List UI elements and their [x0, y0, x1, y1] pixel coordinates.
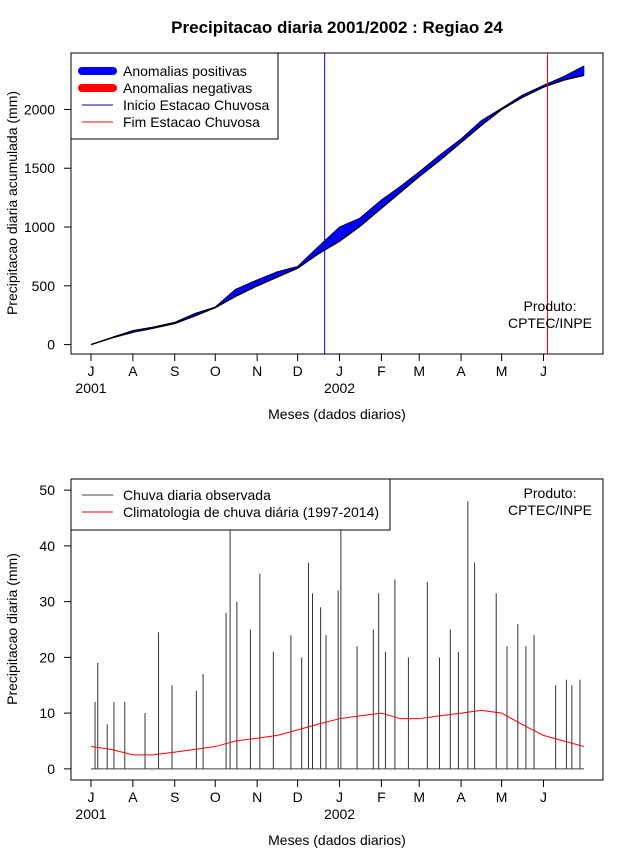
- x-tick-label: M: [496, 789, 508, 805]
- y-tick-label: 10: [39, 705, 55, 721]
- x-tick-label: O: [210, 789, 221, 805]
- legend-label-end: Fim Estacao Chuvosa: [123, 114, 260, 130]
- x-tick-label: J: [540, 789, 547, 805]
- bottom-x-label: Meses (dados diarios): [268, 832, 406, 848]
- top-annotation-line-2: CPTEC/INPE: [508, 315, 592, 331]
- x-tick-label: F: [377, 789, 386, 805]
- bottom-observed-bars: [91, 501, 584, 770]
- x-tick-label: S: [170, 789, 179, 805]
- legend-label-negative: Anomalias negativas: [123, 80, 252, 96]
- x-tick-label: A: [128, 363, 138, 379]
- top-series-lines: [90, 65, 585, 346]
- top-chart: Precipitacao diaria 2001/2002 : Regiao 2…: [4, 18, 604, 422]
- x-tick-label: A: [128, 789, 138, 805]
- y-tick-label: 500: [32, 278, 56, 294]
- bottom-annotation-line-1: Produto:: [524, 485, 577, 501]
- x-tick-label: M: [496, 363, 508, 379]
- top-plot-frame: [70, 52, 604, 355]
- climatology-daily-line: [90, 709, 585, 756]
- anomaly-band: [582, 65, 585, 77]
- bottom-climatology-line: [90, 709, 585, 756]
- x-tick-label: J: [336, 363, 343, 379]
- top-annotation-line-1: Produto:: [524, 298, 577, 314]
- x-tick-label: F: [377, 363, 386, 379]
- x-year-label: 2002: [324, 806, 355, 822]
- x-year-label: 2002: [324, 380, 355, 396]
- x-tick-label: S: [170, 363, 179, 379]
- x-tick-label: D: [293, 789, 303, 805]
- bottom-y-axis: 0 10 20 30 40 50: [39, 482, 71, 777]
- x-tick-label: J: [540, 363, 547, 379]
- y-tick-label: 1000: [24, 219, 55, 235]
- top-x-label: Meses (dados diarios): [268, 406, 406, 422]
- top-y-label: Precipitacao diaria acumulada (mm): [4, 91, 20, 315]
- x-year-label: 2001: [75, 806, 106, 822]
- y-tick-label: 50: [39, 482, 55, 498]
- x-tick-label: O: [210, 363, 221, 379]
- x-tick-label: N: [252, 789, 262, 805]
- top-y-axis: 0 500 1000 1500 2000: [24, 101, 71, 353]
- x-year-label: 2001: [75, 380, 106, 396]
- climatology-cumulative-line: [90, 74, 585, 346]
- bottom-annotation-line-2: CPTEC/INPE: [508, 502, 592, 518]
- x-tick-label: N: [252, 363, 262, 379]
- x-tick-label: J: [88, 363, 95, 379]
- top-legend: Anomalias positivas Anomalias negativas …: [70, 52, 279, 140]
- bottom-y-label: Precipitacao diaria (mm): [4, 553, 20, 705]
- legend-label-start: Inicio Estacao Chuvosa: [123, 97, 270, 113]
- top-chart-title: Precipitacao diaria 2001/2002 : Regiao 2…: [171, 18, 503, 37]
- x-tick-label: A: [456, 363, 466, 379]
- y-tick-label: 40: [39, 538, 55, 554]
- x-tick-label: J: [336, 789, 343, 805]
- bottom-legend: Chuva diaria observada Climatologia de c…: [70, 478, 391, 531]
- observed-cumulative-line: [90, 65, 585, 345]
- top-season-lines: [324, 53, 549, 354]
- legend-label-observed: Chuva diaria observada: [123, 487, 271, 503]
- x-tick-label: D: [293, 363, 303, 379]
- legend-label-climatology: Climatologia de chuva diária (1997-2014): [123, 504, 379, 520]
- x-tick-label: M: [413, 363, 425, 379]
- y-tick-label: 2000: [24, 101, 55, 117]
- y-tick-label: 30: [39, 594, 55, 610]
- x-tick-label: A: [456, 789, 466, 805]
- y-tick-label: 20: [39, 649, 55, 665]
- bottom-legend-box: [70, 478, 391, 531]
- y-tick-label: 0: [47, 761, 55, 777]
- x-tick-label: M: [413, 789, 425, 805]
- y-tick-label: 0: [47, 337, 55, 353]
- legend-label-positive: Anomalias positivas: [123, 63, 247, 79]
- x-tick-label: J: [88, 789, 95, 805]
- y-tick-label: 1500: [24, 160, 55, 176]
